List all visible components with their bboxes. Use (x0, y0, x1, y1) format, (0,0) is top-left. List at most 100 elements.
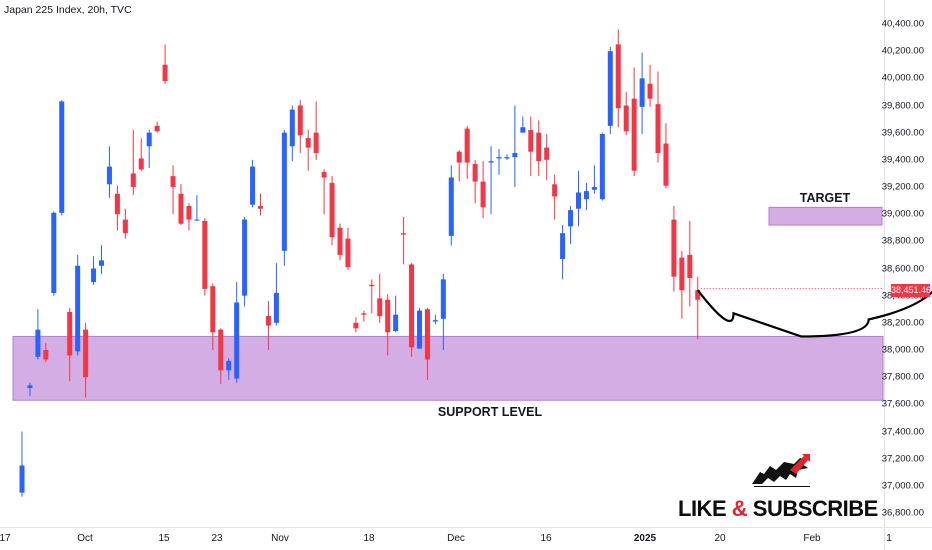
candle-body (576, 192, 581, 209)
price-tick-label: 38,800.00 (881, 235, 924, 247)
promo-subscribe: SUBSCRIBE (752, 496, 879, 521)
candle-body (51, 212, 57, 293)
target-label: TARGET (799, 191, 851, 205)
promo-ampersand: & (731, 496, 748, 521)
price-tick-label: 37,200.00 (881, 453, 924, 465)
target-zone (768, 206, 883, 226)
candle-body (297, 105, 303, 136)
price-tick-label: 39,000.00 (881, 208, 924, 220)
candle-body (329, 182, 335, 238)
candle-body (623, 105, 629, 132)
candle-body (242, 219, 248, 296)
price-tick-label: 39,400.00 (881, 154, 924, 166)
candle-body (106, 166, 112, 185)
time-tick-label: 2025 (633, 533, 657, 544)
last-price-tag: 38,451.46 (891, 284, 932, 297)
candle-body (591, 187, 597, 190)
candle-body (552, 184, 558, 197)
candle-body (313, 132, 319, 154)
candle-body (43, 350, 49, 360)
candle-body (27, 385, 33, 389)
candle-body (218, 329, 224, 371)
candle-body (639, 78, 645, 107)
candle-body (520, 127, 526, 133)
candle-body (186, 206, 192, 220)
candle-body (369, 284, 375, 287)
candle-body (456, 151, 462, 163)
candle-body (361, 313, 367, 315)
candle-body (472, 163, 478, 182)
candle-body (679, 257, 685, 291)
candle-body (631, 98, 637, 171)
candle-body (615, 44, 621, 109)
projection-path (696, 289, 932, 338)
candle-body (647, 83, 653, 99)
candle-body (321, 172, 327, 178)
candle-body (504, 157, 510, 159)
time-tick-label: 17 (0, 533, 11, 544)
candle-body (440, 279, 446, 319)
candle-body (19, 465, 25, 493)
time-tick-label: 18 (363, 533, 375, 544)
candle-body (512, 153, 518, 158)
candle-body (599, 134, 605, 200)
candle-body (154, 125, 160, 132)
support-label: SUPPORT LEVEL (437, 405, 543, 419)
candle-body (695, 290, 701, 300)
candle-body (655, 104, 661, 154)
candle-body (210, 286, 216, 333)
time-tick-label: Oct (77, 533, 93, 544)
candle-body (432, 320, 438, 322)
candle-body (663, 143, 669, 186)
price-tick-label: 37,400.00 (881, 426, 924, 437)
candle-body (687, 254, 693, 279)
candle-body (528, 129, 534, 152)
candle-body (202, 220, 208, 289)
candle-body (75, 265, 81, 352)
time-tick-label: Feb (803, 533, 821, 544)
price-tick-label: 37,600.00 (881, 398, 924, 410)
promo-text: LIKE & SUBSCRIBE (678, 496, 878, 522)
candle-body (305, 138, 311, 148)
candle-body (122, 219, 128, 234)
candle-body (162, 64, 168, 82)
candle-body (194, 219, 200, 221)
candle-body (337, 227, 343, 255)
candle-body (99, 260, 104, 266)
candle-body (146, 132, 152, 147)
candle-body (265, 316, 271, 326)
candle-body (258, 206, 263, 209)
candle-body (544, 147, 550, 160)
candle-body (409, 264, 415, 348)
candle-body (234, 302, 240, 379)
candle-body (464, 128, 470, 163)
candle-body (170, 176, 176, 187)
candle-body (67, 311, 73, 356)
price-tick-label: 39,200.00 (881, 181, 924, 193)
candle-body (560, 233, 566, 259)
price-tick-label: 37,000.00 (881, 480, 924, 492)
price-tick-label: 40,000.00 (881, 72, 924, 84)
candle-body (345, 238, 351, 268)
candle-body (417, 310, 422, 349)
candle-body (178, 193, 184, 224)
candle-body (393, 314, 399, 331)
price-tick-label: 40,400.00 (881, 18, 924, 30)
candle-body (448, 177, 454, 236)
candle-body (83, 329, 89, 378)
candle-body (401, 233, 407, 235)
price-tick-label: 39,800.00 (881, 100, 924, 111)
candle-body (671, 219, 677, 277)
candle-body (583, 191, 589, 200)
time-tick-label: 23 (211, 533, 223, 544)
price-tick-label: 40,200.00 (881, 45, 924, 57)
candle-body (273, 292, 279, 323)
candle-body (488, 161, 494, 163)
time-tick-label: Dec (447, 533, 465, 544)
price-tick-label: 39,600.00 (881, 127, 924, 139)
candle-body (226, 360, 232, 371)
time-tick-label: 1 (886, 533, 892, 544)
candle-body (377, 298, 383, 317)
time-tick-label: Nov (271, 533, 289, 544)
